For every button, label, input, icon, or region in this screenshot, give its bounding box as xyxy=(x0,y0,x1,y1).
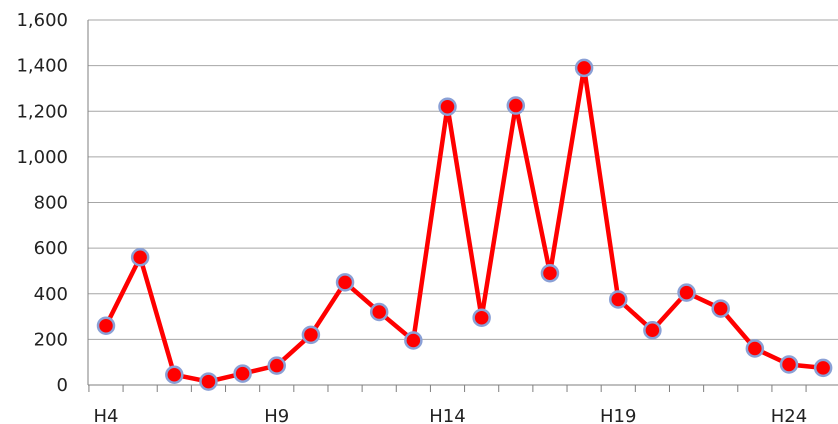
series-markers xyxy=(96,58,833,391)
data-point xyxy=(233,364,252,383)
x-tick-label: H24 xyxy=(771,406,807,424)
y-tick-label: 1,200 xyxy=(16,101,68,122)
data-point xyxy=(472,308,491,327)
grid-lines xyxy=(88,19,838,340)
y-tick-label: 1,400 xyxy=(16,56,68,77)
data-point xyxy=(301,325,321,345)
x-tick-label: H4 xyxy=(94,406,119,424)
y-tick-label: 0 xyxy=(57,375,68,396)
data-point xyxy=(404,331,423,350)
data-point xyxy=(369,302,389,322)
data-point xyxy=(438,97,457,116)
x-tick-label: H9 xyxy=(264,406,289,424)
data-point xyxy=(574,58,594,78)
data-point xyxy=(745,339,765,358)
data-point xyxy=(96,316,116,335)
data-point xyxy=(335,273,355,292)
x-tick-label: H14 xyxy=(429,406,465,424)
y-tick-label: 1,600 xyxy=(16,10,68,31)
data-point xyxy=(165,365,184,384)
y-tick-label: 1,000 xyxy=(16,147,68,168)
series-line-path xyxy=(103,65,826,384)
data-point xyxy=(711,299,730,318)
data-point xyxy=(199,372,218,391)
series-line xyxy=(103,65,826,384)
y-tick-label: 200 xyxy=(34,329,68,350)
y-tick-label: 800 xyxy=(34,193,68,214)
data-point xyxy=(813,358,833,378)
x-tick-label: H19 xyxy=(600,406,636,424)
data-point xyxy=(643,321,662,340)
data-point xyxy=(506,96,526,115)
y-tick-label: 600 xyxy=(34,238,68,259)
data-point xyxy=(267,356,286,375)
data-point xyxy=(609,290,628,309)
data-point xyxy=(130,248,150,267)
y-tick-label: 400 xyxy=(34,284,68,305)
data-point xyxy=(540,263,560,283)
data-point xyxy=(677,283,696,302)
tick-labels: 0 200 400 600 800 1,000 1,200 1,400 1,600 H4 H9 H14… xyxy=(16,10,807,424)
data-point xyxy=(779,355,799,374)
